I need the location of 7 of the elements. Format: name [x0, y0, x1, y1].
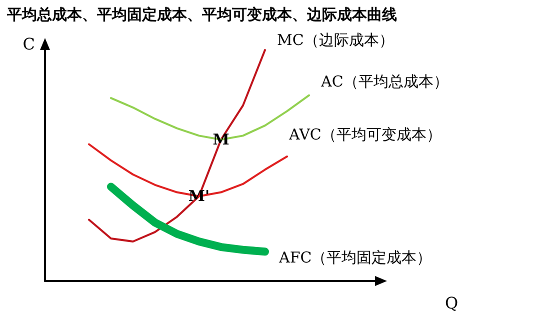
series-label: AFC（平均固定成本）: [278, 248, 432, 267]
series-label: MC（边际成本）: [277, 31, 394, 49]
x-axis-title: Q: [445, 294, 458, 311]
series-label: AVC（平均可变成本）: [288, 125, 442, 144]
y-axis-title: C: [22, 34, 35, 54]
chart-title: 平均总成本、平均固定成本、平均可变成本、边际成本曲线: [6, 6, 397, 24]
series-label: AC（平均总成本）: [320, 72, 448, 90]
